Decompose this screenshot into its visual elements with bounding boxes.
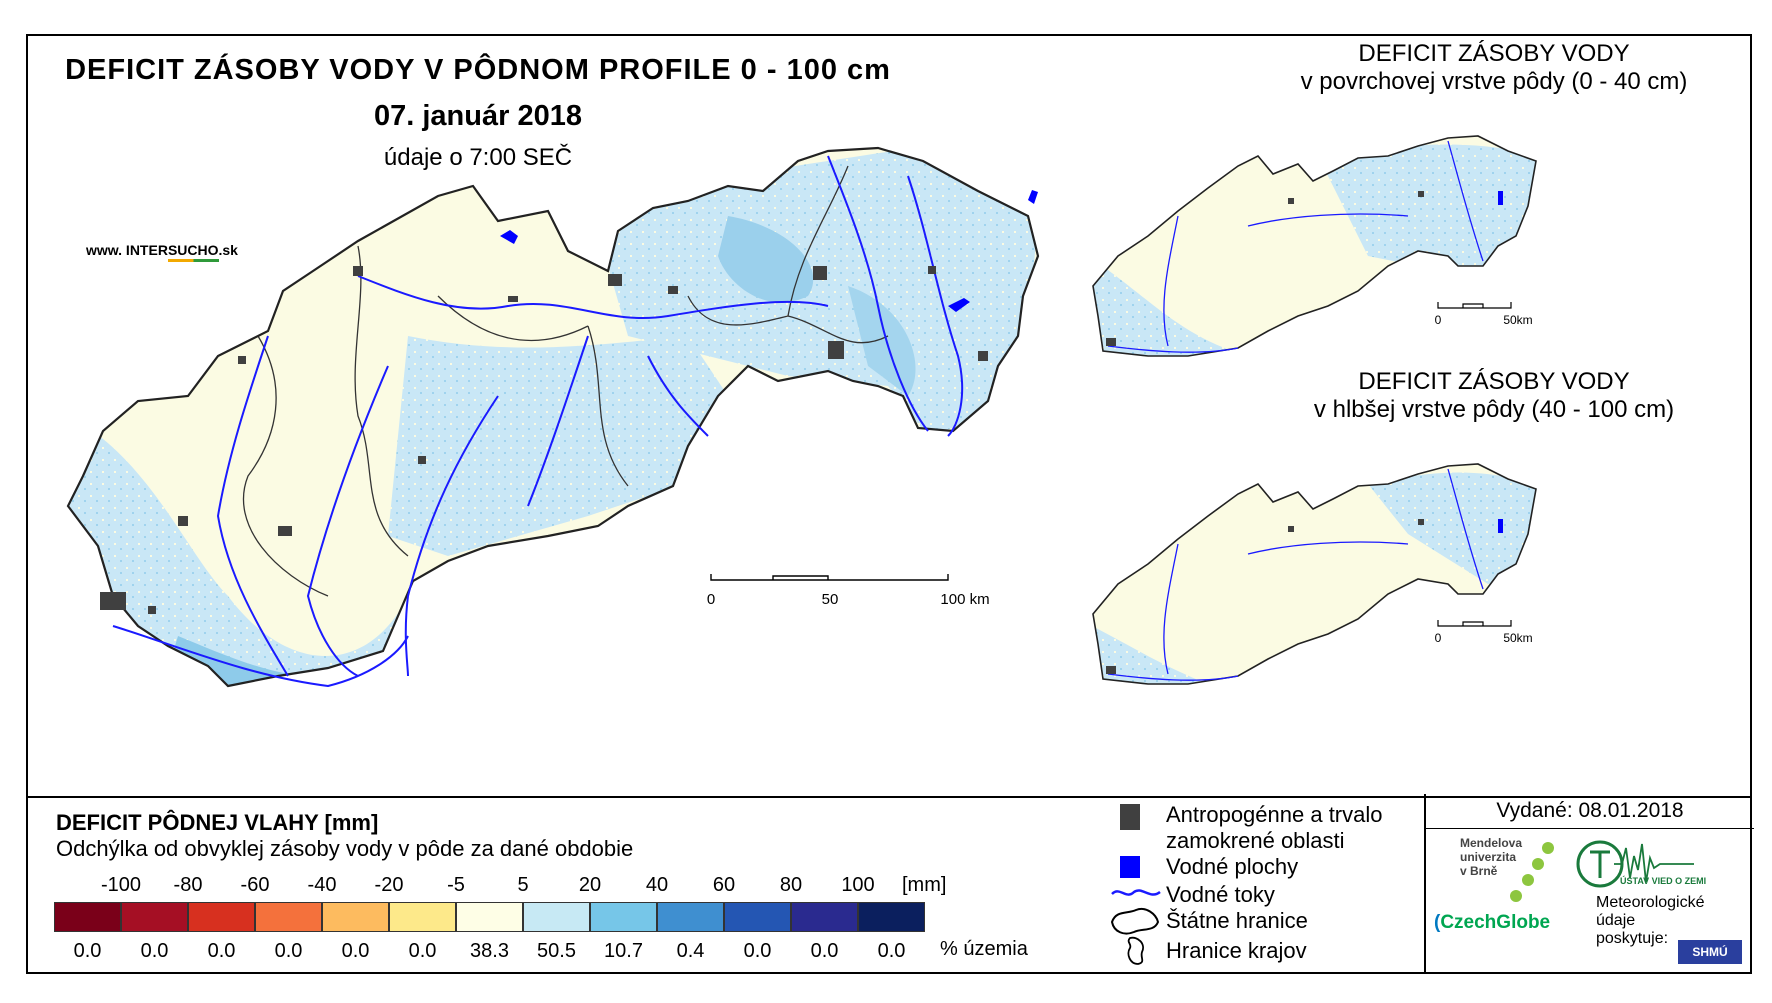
legend-subtitle: Odchýlka od obvyklej zásoby vody v pôde … xyxy=(56,836,634,861)
issued-date: Vydané: 08.01.2018 xyxy=(1496,799,1684,822)
legend-percent: 10.7 xyxy=(604,940,643,962)
legend-percent: 50.5 xyxy=(537,940,576,962)
legend-percent: 0.0 xyxy=(341,940,370,962)
state-border xyxy=(66,146,1040,688)
water-bodies xyxy=(500,190,1038,312)
legend-swatch xyxy=(657,902,724,932)
water-label: Vodné plochy xyxy=(1166,854,1299,879)
legend-tick: 5 xyxy=(517,874,529,896)
legend-percent: 0.0 xyxy=(274,940,303,962)
legend-tick: -20 xyxy=(374,874,404,896)
legend-tick: -100 xyxy=(100,874,142,896)
inset-top-title: DEFICIT ZÁSOBY VODY v povrchovej vrstve p… xyxy=(1300,40,1688,95)
website-link[interactable]: www. INTERSUCHO.sk xyxy=(86,242,238,258)
legend-tick: 100 xyxy=(841,874,875,896)
czechglobe-logo: (CzechGlobe xyxy=(1434,912,1551,933)
legend-tick: -80 xyxy=(173,874,203,896)
legend-swatch xyxy=(188,902,255,932)
legend-swatch xyxy=(121,902,188,932)
map-frame: DEFICIT ZÁSOBY VODY V PÔDNOM PROFILE 0 -… xyxy=(26,34,1752,974)
legend-swatch xyxy=(389,902,456,932)
legend-percent: 0.0 xyxy=(408,940,437,962)
svg-text:0: 0 xyxy=(1435,313,1442,327)
scale-label-0: 0 xyxy=(707,591,715,608)
legend-percent: 0.0 xyxy=(877,940,906,962)
issued-box: Vydané: 08.01.2018 Mendelova univerzita v … xyxy=(1424,794,1754,972)
region-border-label: Hranice krajov xyxy=(1166,938,1307,963)
inset-scale-bottom: 0 50km xyxy=(1435,620,1533,645)
svg-text:50km: 50km xyxy=(1503,313,1532,327)
legend-title: DEFICIT PÔDNEJ VLAHY [mm] xyxy=(56,810,379,835)
map-panel: DEFICIT ZÁSOBY VODY V PÔDNOM PROFILE 0 -… xyxy=(28,36,1750,798)
state-border-symbol xyxy=(1110,908,1160,935)
legend-swatch xyxy=(456,902,523,932)
legend-percent: 0.0 xyxy=(73,940,102,962)
inset-bottom-title: DEFICIT ZÁSOBY VODY v hlbšej vrstve pôdy … xyxy=(1313,368,1675,423)
state-border-label: Štátne hranice xyxy=(1166,908,1308,933)
region-border-symbol xyxy=(1127,936,1144,965)
main-scale-bar: 0 50 100 km xyxy=(707,574,990,608)
legend-swatch xyxy=(523,902,590,932)
water-symbol xyxy=(1120,856,1140,878)
svg-text:50km: 50km xyxy=(1503,631,1532,645)
meteo-credit: Meteorologické údaje poskytuje: xyxy=(1596,894,1705,947)
rivers xyxy=(112,155,964,688)
legend-swatch xyxy=(791,902,858,932)
legend-percent: 0.0 xyxy=(810,940,839,962)
inset-map-topsoil xyxy=(1092,135,1537,357)
legend-swatch xyxy=(322,902,389,932)
legend-percent: 0.4 xyxy=(676,940,705,962)
region-borders xyxy=(242,165,889,597)
legend-tick: 40 xyxy=(645,874,669,896)
ustav-logo-icon xyxy=(1576,840,1694,888)
river-label: Vodné toky xyxy=(1166,882,1275,907)
legend-tick: -5 xyxy=(447,874,465,896)
river-symbol xyxy=(1111,889,1161,896)
map-date: 07. január 2018 xyxy=(374,100,582,132)
scale-label-50: 50 xyxy=(822,591,839,608)
shmu-logo: SHMÚ xyxy=(1678,940,1742,964)
inset-map-subsoil xyxy=(1092,463,1537,685)
svg-text:0: 0 xyxy=(1435,631,1442,645)
urban-symbol xyxy=(1120,804,1140,830)
legend-tick: -40 xyxy=(307,874,337,896)
legend-swatch xyxy=(255,902,322,932)
legend-percent: 38.3 xyxy=(470,940,509,962)
legend-tick: 80 xyxy=(779,874,803,896)
legend-percent: 0.0 xyxy=(743,940,772,962)
legend-swatch xyxy=(590,902,657,932)
deficit-raster xyxy=(68,148,1038,686)
time-note: údaje o 7:00 SEČ xyxy=(383,144,573,171)
legend-percent: 0.0 xyxy=(140,940,169,962)
legend-tick: -60 xyxy=(240,874,270,896)
legend-swatch xyxy=(858,902,925,932)
urban-label: Antropogénne a trvalo zamokrené oblasti xyxy=(1166,802,1383,853)
legend-percent: 0.0 xyxy=(207,940,236,962)
ustav-label: ÚSTAV VIED O ZEMI xyxy=(1620,876,1707,886)
urban-areas xyxy=(100,266,988,614)
legend-tick: 20 xyxy=(578,874,602,896)
legend-unit: [mm] xyxy=(902,874,947,896)
mendel-dots-icon xyxy=(1510,842,1554,902)
legend-swatch xyxy=(54,902,121,932)
scale-label-100: 100 km xyxy=(940,591,989,608)
inset-scale-top: 0 50km xyxy=(1435,302,1533,327)
legend-tick: 60 xyxy=(712,874,736,896)
percent-unit: % územia xyxy=(940,938,1028,960)
main-title: DEFICIT ZÁSOBY VODY V PÔDNOM PROFILE 0 -… xyxy=(65,54,891,86)
mendel-logo: Mendelova univerzita v Brně xyxy=(1460,836,1523,878)
legend-swatch xyxy=(724,902,791,932)
main-map: 0 50 100 km xyxy=(66,146,1040,688)
